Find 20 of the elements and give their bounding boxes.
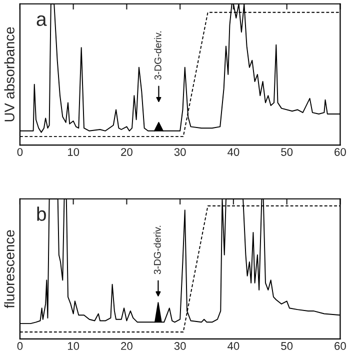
annotation: 3-DG-deriv. — [154, 226, 161, 274]
annotation: 3-DG-deriv. — [154, 31, 162, 80]
x-tick-label: 60 — [334, 342, 346, 350]
annotation: a — [36, 15, 47, 26]
x-tick-label: 40 — [228, 342, 240, 350]
x-tick-label: 30 — [174, 148, 186, 156]
x-tick-label: 50 — [281, 342, 293, 350]
y-axis-title: fluorescence — [4, 230, 14, 308]
y-axis-title: UV absorbance — [4, 27, 14, 122]
x-tick-label: 20 — [121, 342, 132, 350]
x-tick-label: 0 — [17, 148, 23, 156]
x-tick-label: 10 — [68, 148, 80, 156]
x-tick-label: 30 — [174, 342, 186, 350]
x-tick-label: 60 — [334, 148, 346, 156]
x-tick-label: 40 — [228, 148, 240, 156]
x-tick-label: 20 — [121, 148, 132, 156]
x-tick-label: 0 — [17, 342, 23, 350]
annotation: b — [37, 206, 46, 221]
x-tick-label: 10 — [68, 342, 80, 350]
x-tick-label: 50 — [281, 148, 293, 156]
